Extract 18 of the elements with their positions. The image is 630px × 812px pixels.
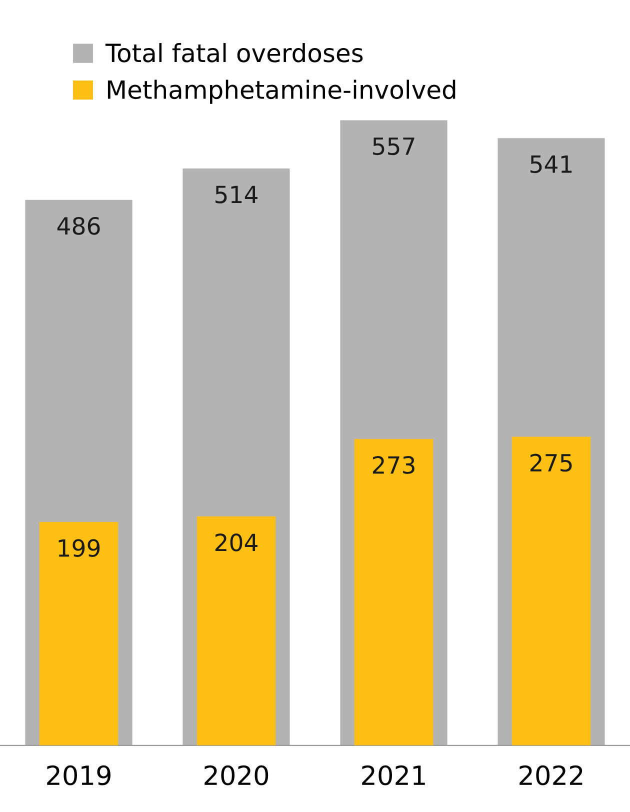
data-label: 541 bbox=[530, 156, 572, 174]
bar bbox=[196, 516, 276, 746]
data-label: 514 bbox=[216, 186, 258, 204]
bar bbox=[354, 438, 434, 746]
x-tick-label: 2020 bbox=[204, 765, 268, 786]
data-label: 486 bbox=[57, 216, 100, 235]
data-label: 275 bbox=[530, 454, 572, 472]
bar bbox=[512, 436, 591, 746]
x-tick-label: 2019 bbox=[47, 765, 110, 786]
legend-label: Total fatal overdoses bbox=[105, 43, 363, 62]
data-label: 273 bbox=[372, 456, 414, 474]
bar bbox=[39, 522, 118, 746]
data-label: 199 bbox=[58, 539, 100, 557]
x-tick-label: 2022 bbox=[520, 765, 582, 786]
data-label: 204 bbox=[215, 534, 258, 552]
data-label: 557 bbox=[373, 138, 414, 156]
legend-label: Methamphetamine-involved bbox=[108, 80, 456, 104]
x-tick-label: 2021 bbox=[362, 765, 425, 786]
